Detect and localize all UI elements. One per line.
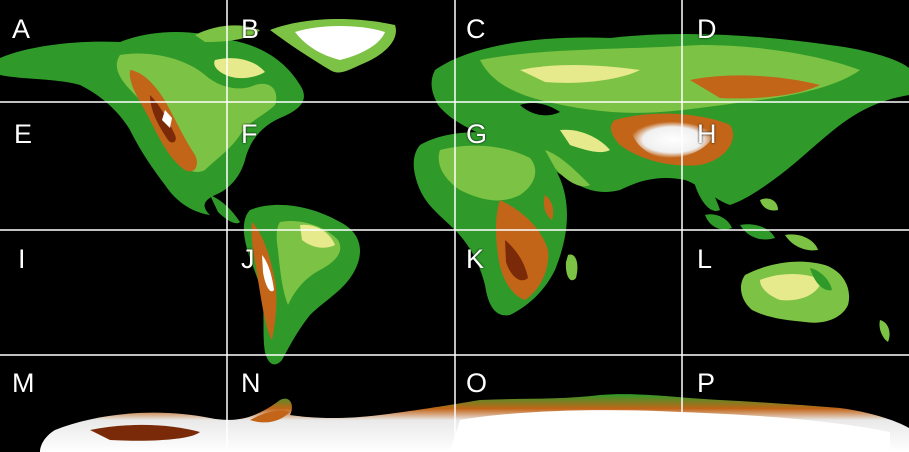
tile-label-n: N: [241, 368, 261, 398]
southeast-asia-islands: [705, 198, 818, 251]
tile-label-c: C: [466, 14, 486, 44]
tile-label-o: O: [466, 368, 488, 398]
tile-label-f: F: [241, 119, 258, 149]
africa: [413, 132, 578, 316]
tile-label-p: P: [697, 368, 716, 398]
tile-label-d: D: [697, 14, 717, 44]
antarctica: [40, 394, 909, 452]
tile-label-h: H: [697, 119, 717, 149]
tile-label-e: E: [14, 119, 33, 149]
tile-label-b: B: [241, 14, 260, 44]
tile-label-j: J: [241, 244, 255, 274]
tile-label-k: K: [466, 244, 485, 274]
tile-label-g: G: [466, 119, 488, 149]
greenland: [270, 18, 396, 73]
north-america: [0, 25, 304, 224]
eurasia: [431, 34, 909, 211]
tile-label-m: M: [12, 368, 35, 398]
australia: [740, 261, 890, 342]
tile-label-i: I: [18, 244, 26, 274]
tile-label-a: A: [12, 14, 31, 44]
tile-label-l: L: [697, 244, 713, 274]
